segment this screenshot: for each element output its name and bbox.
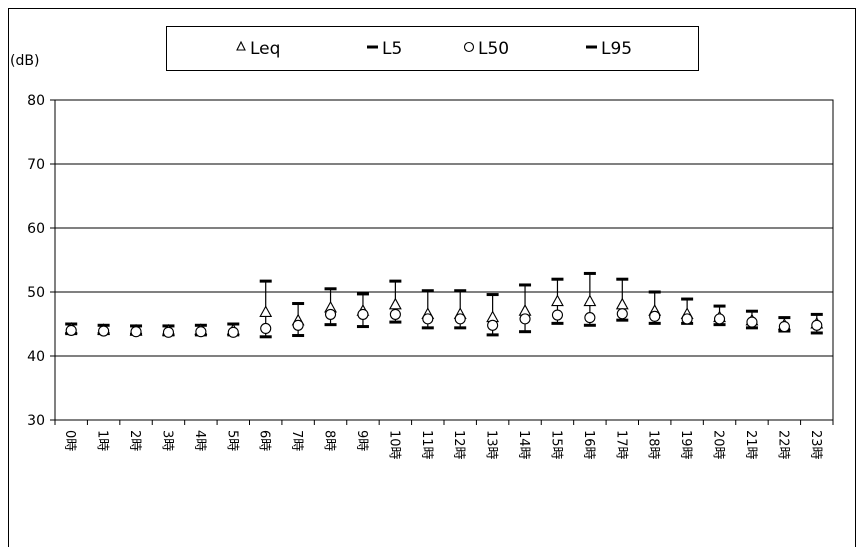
y-tick-label: 50 <box>27 285 45 301</box>
x-tick-label: 23時 <box>808 430 823 460</box>
hour-group <box>388 279 402 324</box>
l50-point <box>746 316 758 328</box>
hour-group <box>777 316 791 333</box>
hour-group <box>324 287 337 327</box>
hour-group <box>713 304 726 327</box>
legend-item-l50: L50 <box>463 39 509 59</box>
plot-area: 30 40 50 60 70 80 0時 1時 2時 3時 4時 5時 6時 7時 8時 9時 10時 11時 12… <box>27 93 834 460</box>
hour-group <box>453 289 467 330</box>
legend: Leq L5 L50 L95 <box>166 26 699 71</box>
hour-group <box>194 323 208 338</box>
hour-group <box>680 297 694 325</box>
legend-label-l50: L50 <box>478 39 509 59</box>
x-tick-label: 2時 <box>127 430 142 451</box>
x-tick-label: 18時 <box>646 430 661 460</box>
hour-group <box>356 292 370 329</box>
l50-point <box>357 308 369 320</box>
l50-point <box>195 326 207 338</box>
l50-point <box>487 319 499 331</box>
x-tick-label: 8時 <box>322 430 337 451</box>
y-axis-label: (dB) <box>10 53 39 69</box>
hour-group <box>583 271 597 327</box>
hour-group <box>486 293 500 337</box>
y-tick-label: 40 <box>27 349 45 365</box>
x-tick-label: 5時 <box>224 430 239 451</box>
y-tick-label: 70 <box>27 157 45 173</box>
x-tick-label: 15時 <box>548 430 563 460</box>
plot-frame <box>54 99 834 421</box>
legend-triangle-marker <box>236 40 246 51</box>
hour-group <box>551 277 564 325</box>
x-tick-label: 21時 <box>743 430 758 460</box>
y-tick-label: 60 <box>27 221 45 237</box>
leq-point <box>583 294 597 307</box>
l50-point <box>811 319 823 331</box>
x-tick-label: 19時 <box>678 430 693 460</box>
hour-group <box>64 321 78 336</box>
legend-circle-marker <box>463 41 475 53</box>
l50-point <box>778 321 790 333</box>
hour-group <box>615 277 629 322</box>
x-tick-label: 1時 <box>95 430 110 451</box>
hour-group <box>162 323 175 338</box>
x-tick-label: 12時 <box>451 430 466 460</box>
l50-point <box>227 326 239 338</box>
l50-point <box>292 319 304 331</box>
l50-point <box>260 322 272 335</box>
hour-group <box>259 279 273 339</box>
l50-point <box>616 308 628 320</box>
l50-point <box>162 326 175 338</box>
x-tick-label: 10時 <box>386 430 401 460</box>
leq-point <box>388 297 402 310</box>
x-tick-label: 0時 <box>62 430 77 451</box>
x-tick-label: 13時 <box>484 430 499 460</box>
y-tick-label: 80 <box>27 93 45 109</box>
legend-label-leq: Leq <box>250 39 280 59</box>
l50-point <box>584 312 596 324</box>
x-tick-label: 9時 <box>354 430 369 451</box>
l50-point <box>65 324 77 336</box>
x-tick-label: 22時 <box>775 430 790 460</box>
legend-item-l95: L95 <box>586 39 632 59</box>
x-tick-label: 4時 <box>192 430 207 451</box>
hour-group <box>518 283 532 334</box>
l50-point <box>519 313 531 325</box>
hour-group <box>421 289 435 330</box>
hour-group <box>648 290 662 325</box>
legend-item-leq: Leq <box>236 39 280 59</box>
l50-point <box>454 313 466 325</box>
hour-group <box>226 322 240 338</box>
x-tick-label: 14時 <box>516 430 531 460</box>
leq-point <box>259 305 273 318</box>
hour-group <box>810 312 824 335</box>
x-tick-label: 7時 <box>289 430 304 451</box>
y-tick-label: 30 <box>27 413 45 429</box>
l50-point <box>389 308 401 320</box>
hour-group <box>97 323 111 337</box>
hour-group <box>745 309 759 330</box>
legend-label-l5: L5 <box>382 39 402 59</box>
l50-point <box>681 313 693 325</box>
hour-group <box>291 302 305 338</box>
l50-point <box>551 309 564 321</box>
x-tick-label: 20時 <box>711 430 726 460</box>
leq-point <box>551 294 564 307</box>
hour-group <box>129 323 143 338</box>
x-tick-label: 6時 <box>257 430 272 451</box>
l50-point <box>422 313 434 325</box>
l50-point <box>324 308 337 320</box>
legend-item-l5: L5 <box>367 39 402 59</box>
l50-point <box>130 326 142 338</box>
l50-point <box>713 313 726 325</box>
x-tick-label: 16時 <box>581 430 596 460</box>
x-tick-label: 3時 <box>159 430 174 451</box>
x-tick-label: 11時 <box>419 430 434 460</box>
l50-point <box>649 310 661 322</box>
l50-point <box>98 325 110 337</box>
x-tick-label: 17時 <box>613 430 628 460</box>
legend-box <box>166 26 699 71</box>
legend-label-l95: L95 <box>601 39 632 59</box>
